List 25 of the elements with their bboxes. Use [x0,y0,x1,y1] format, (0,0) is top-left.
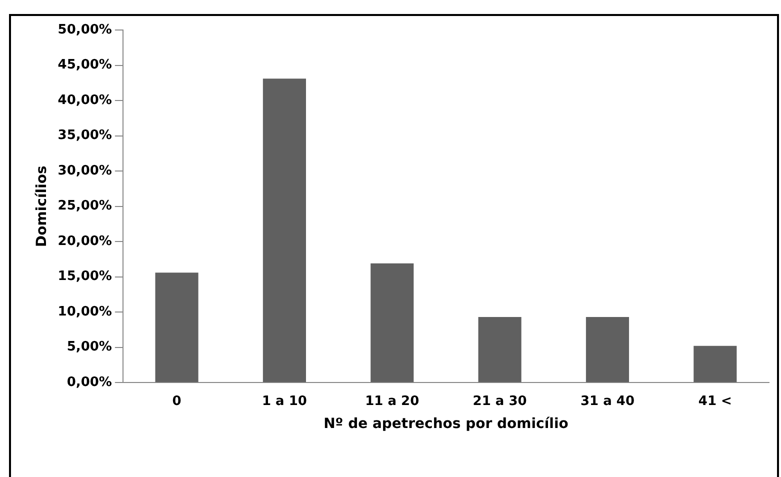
y-tick-label: 10,00% [58,304,112,320]
x-tick-label: 31 a 40 [580,394,634,409]
y-tick-label: 50,00% [58,22,112,38]
x-tick-label: 21 a 30 [472,394,527,409]
bar [694,346,737,382]
y-tick-label: 45,00% [58,58,112,73]
y-tick-label: 35,00% [58,128,112,144]
x-tick-label: 41 < [698,394,732,409]
y-tick-label: 30,00% [58,163,112,178]
y-tick-label: 15,00% [58,269,112,284]
x-axis-title: Nº de apetrechos por domicílio [324,416,569,432]
x-tick-label: 1 a 10 [262,394,307,409]
y-tick-label: 0,00% [66,374,112,390]
bar [370,263,414,382]
y-axis-title: Domicílios [34,166,50,247]
y-tick-label: 40,00% [58,92,112,108]
bar [478,317,522,382]
y-tick-label: 20,00% [58,234,112,249]
x-tick-label: 0 [172,394,182,409]
x-tick-label: 11 a 20 [365,394,420,409]
y-tick-label: 5,00% [66,340,112,355]
y-tick-label: 25,00% [58,198,112,214]
bar [155,272,198,382]
bar [586,317,630,382]
bar [262,78,306,382]
